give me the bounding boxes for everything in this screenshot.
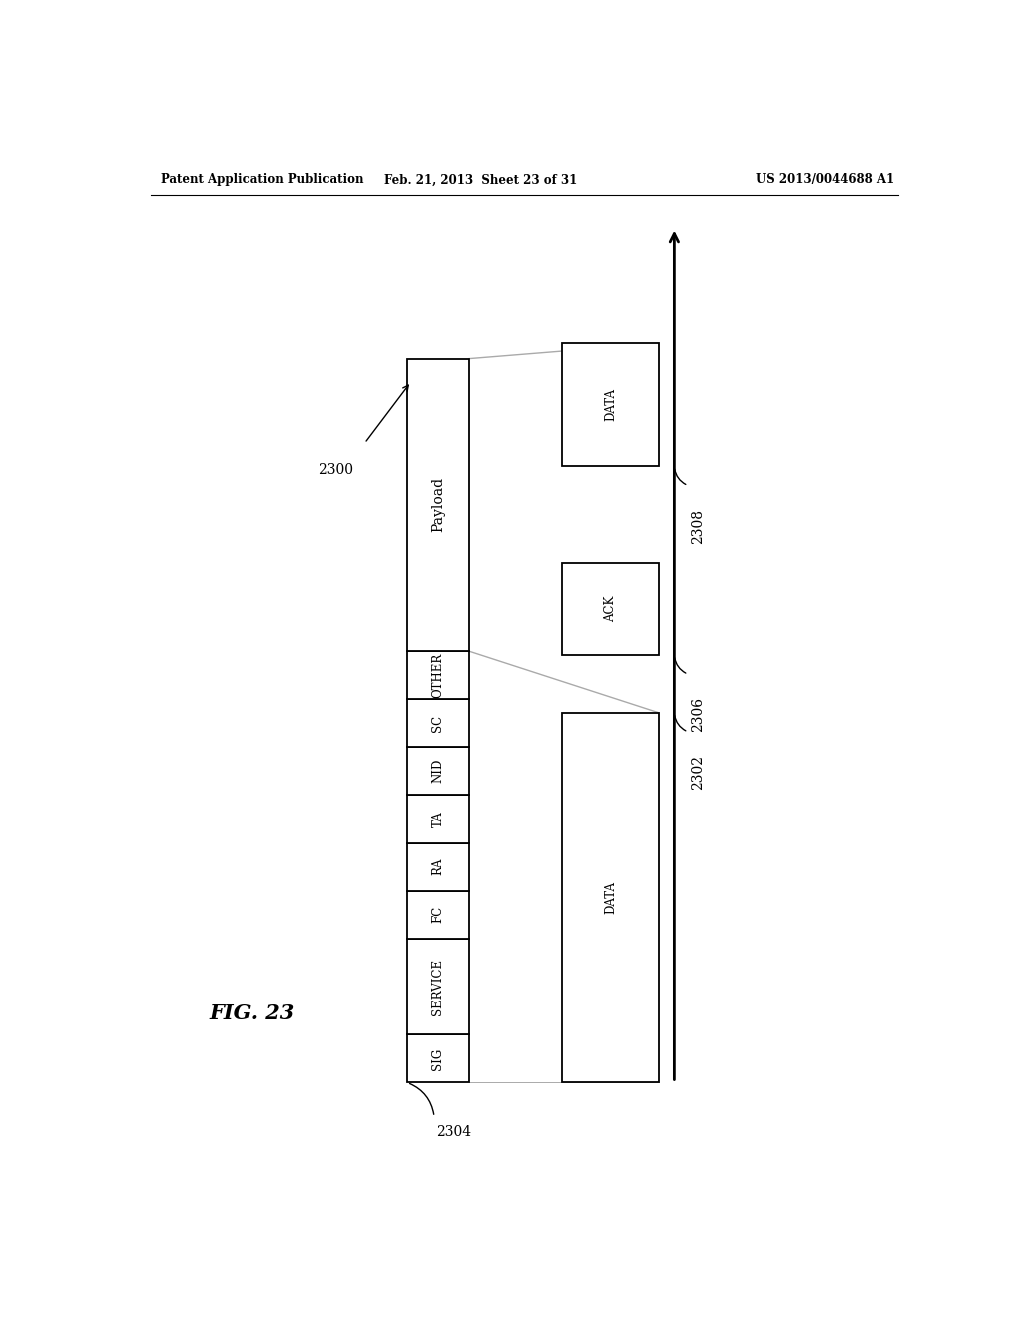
Text: DATA: DATA (604, 388, 616, 421)
Text: US 2013/0044688 A1: US 2013/0044688 A1 (757, 173, 895, 186)
Bar (407, 795, 469, 843)
Text: 2300: 2300 (317, 463, 353, 478)
Text: DATA: DATA (604, 882, 616, 915)
Text: Patent Application Publication: Patent Application Publication (161, 173, 364, 186)
Text: FIG. 23: FIG. 23 (209, 1003, 295, 1023)
Text: RA: RA (431, 858, 444, 875)
Text: SC: SC (431, 714, 444, 731)
Text: 2308: 2308 (690, 508, 705, 544)
Bar (562, 562, 658, 655)
Text: ACK: ACK (604, 595, 616, 622)
Text: Payload: Payload (431, 478, 445, 532)
Bar (407, 939, 469, 1035)
Text: 2302: 2302 (690, 755, 705, 791)
Text: FC: FC (431, 906, 444, 923)
Bar (407, 843, 469, 891)
Text: 2304: 2304 (436, 1125, 472, 1139)
Bar (562, 343, 658, 466)
Bar (407, 1035, 469, 1082)
Bar (407, 651, 469, 700)
Text: SIG: SIG (431, 1047, 444, 1069)
Bar (407, 747, 469, 795)
Bar (407, 891, 469, 939)
Text: OTHER: OTHER (431, 652, 444, 698)
Text: Feb. 21, 2013  Sheet 23 of 31: Feb. 21, 2013 Sheet 23 of 31 (384, 173, 578, 186)
Text: NID: NID (431, 759, 444, 783)
Bar (407, 700, 469, 747)
Text: TA: TA (431, 810, 444, 826)
Text: SERVICE: SERVICE (431, 958, 444, 1015)
Bar (562, 713, 658, 1082)
Bar (407, 359, 469, 651)
Text: 2306: 2306 (690, 697, 705, 733)
